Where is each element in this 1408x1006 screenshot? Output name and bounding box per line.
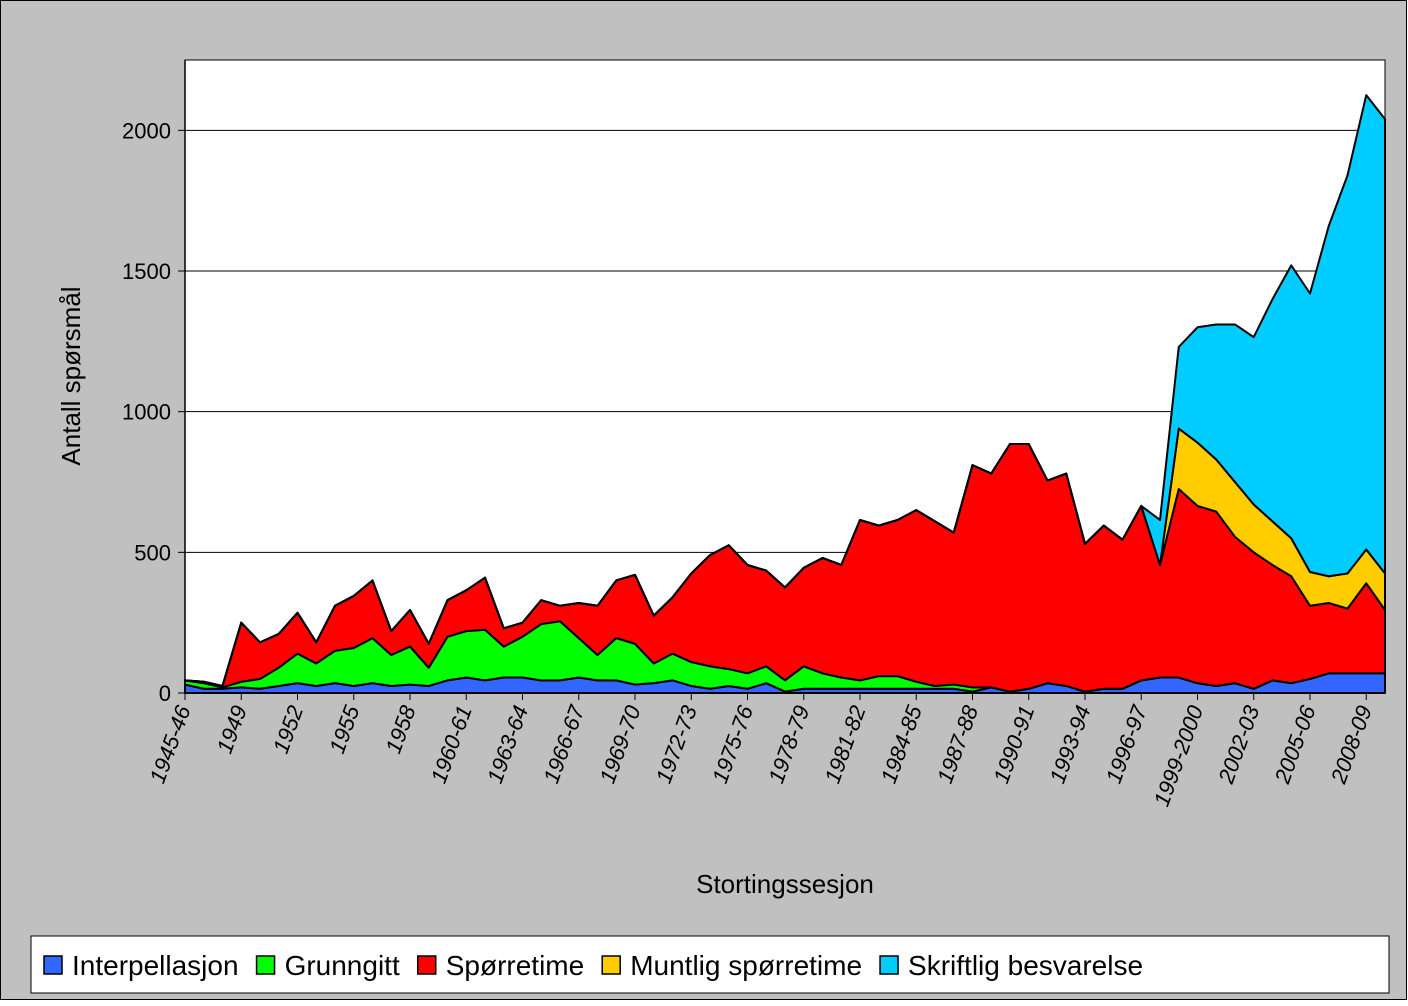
- legend-swatch: [255, 955, 276, 975]
- area: [184, 94, 1386, 687]
- areas: [184, 94, 1386, 694]
- legend: Interpellasjon Grunngitt Spørretime Muntlig…: [43, 950, 1143, 981]
- legend-label: Grunngitt: [285, 950, 400, 981]
- y-tick-label: 1500: [122, 259, 171, 284]
- legend-label: Skriftlig besvarelse: [908, 950, 1143, 981]
- legend-swatch: [43, 955, 63, 975]
- legend-label: Spørretime: [446, 950, 584, 981]
- legend-label: Interpellasjon: [72, 950, 239, 981]
- x-axis-title: Stortingssesjon: [696, 869, 874, 899]
- y-tick-label: 2000: [122, 118, 171, 143]
- legend-swatch: [879, 955, 899, 975]
- y-axis-title: Antall spørsmål: [56, 286, 86, 465]
- y-tick-label: 0: [159, 681, 171, 706]
- legend-label: Muntlig spørretime: [630, 950, 862, 981]
- legend-swatch: [601, 955, 621, 975]
- y-tick-label: 500: [134, 540, 171, 565]
- y-tick-label: 1000: [122, 400, 171, 425]
- legend-swatch: [416, 955, 437, 975]
